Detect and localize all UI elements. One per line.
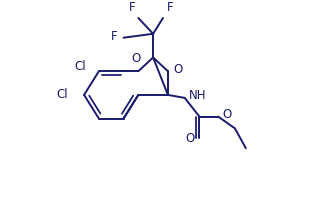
Text: O: O [132,52,141,65]
Text: Cl: Cl [74,60,86,74]
Text: F: F [129,1,135,14]
Text: F: F [167,1,174,14]
Text: F: F [111,30,118,43]
Text: Cl: Cl [57,88,68,101]
Text: O: O [222,108,232,121]
Text: O: O [174,63,183,76]
Text: O: O [185,132,194,145]
Text: NH: NH [189,89,206,102]
